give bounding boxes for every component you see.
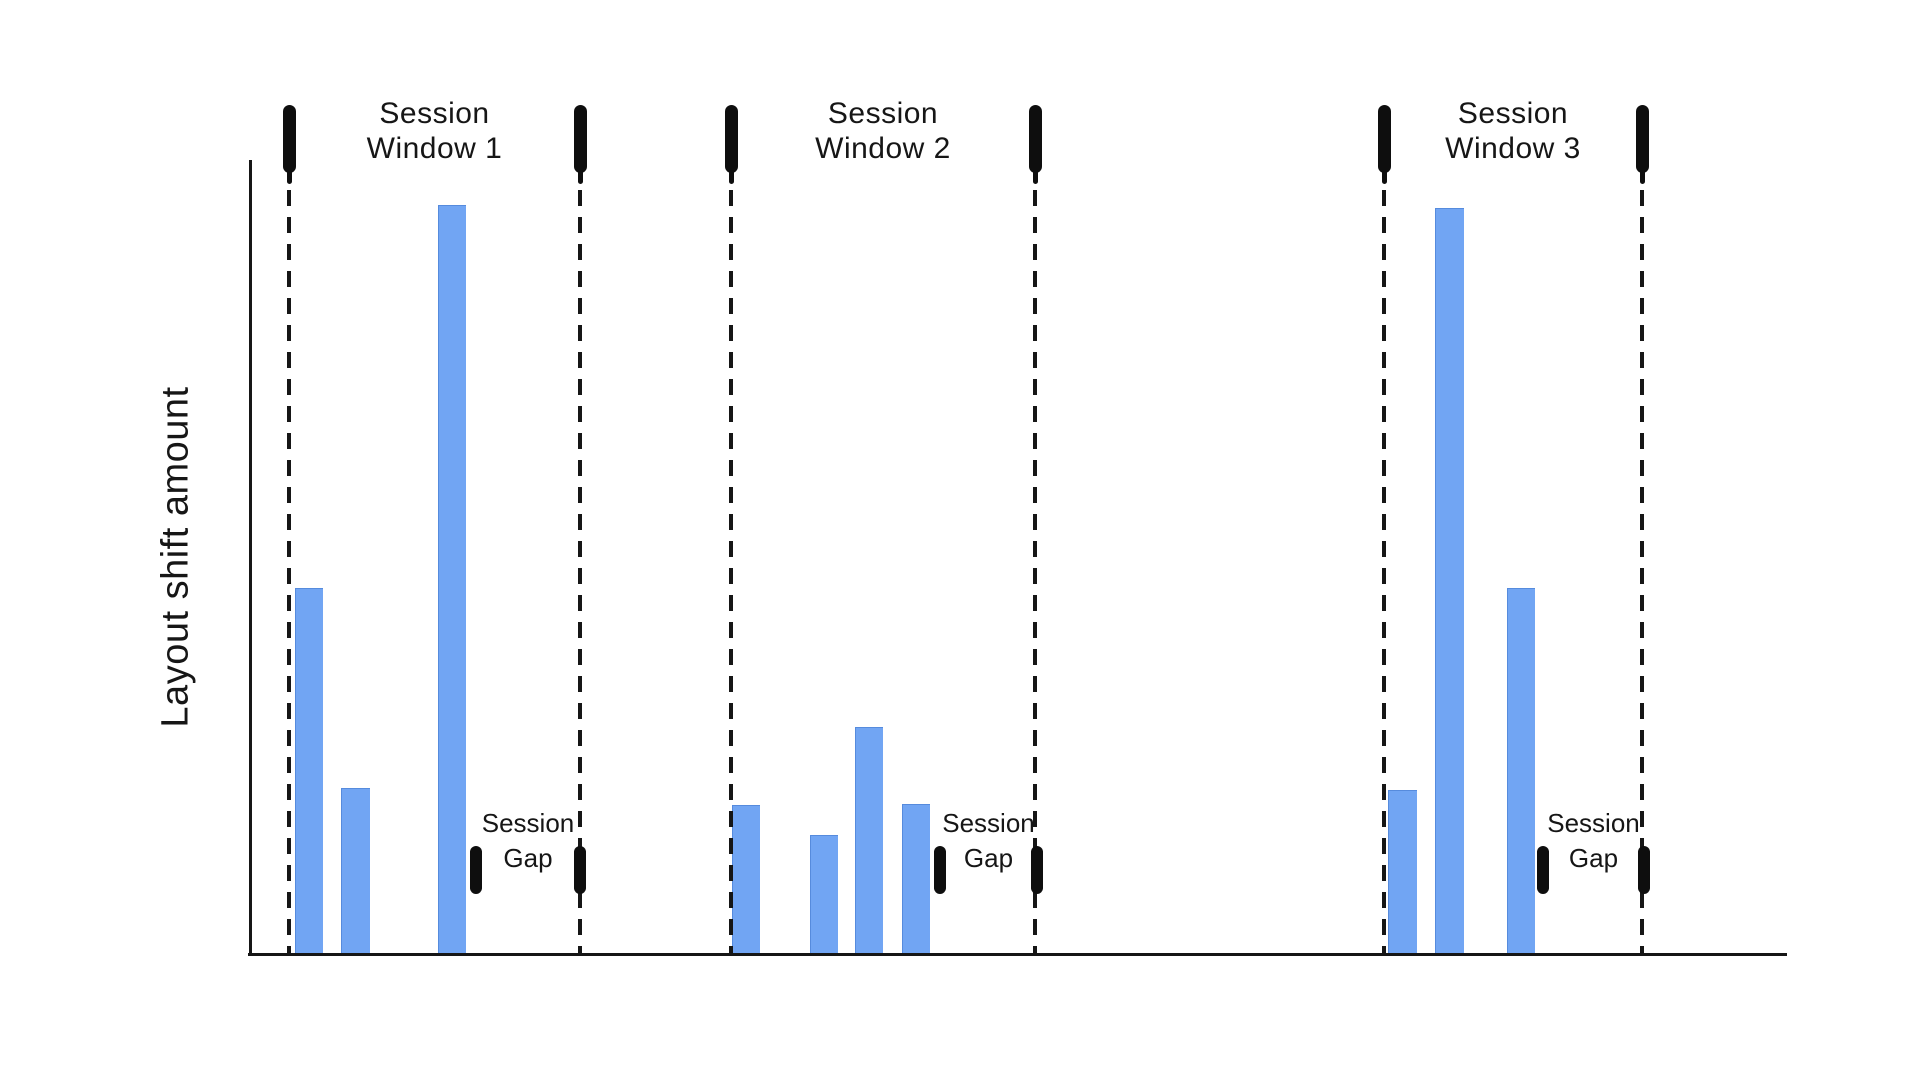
session-window-1-label: Session Window 1 — [367, 96, 503, 166]
session-gap-1-end-cap-icon — [574, 846, 586, 894]
session-gap-label-line: Session — [1547, 808, 1640, 838]
session-gap-label-line: Gap — [503, 843, 553, 873]
layout-shift-bar — [732, 805, 760, 955]
window-3-close-boundary-line — [1640, 190, 1644, 956]
window-3-close-boundary-cap-icon — [1636, 105, 1649, 173]
window-1-open-boundary-cap-icon — [283, 105, 296, 173]
session-gap-3-end-cap-icon — [1638, 846, 1650, 894]
window-2-open-boundary-cap-icon — [725, 105, 738, 173]
session-gap-1-start-cap-icon — [470, 846, 482, 894]
window-1-close-boundary-line — [578, 190, 582, 956]
session-gap-1-label: Session Gap — [482, 806, 575, 876]
x-axis-line — [248, 953, 1787, 956]
window-2-close-boundary-cap-icon — [1029, 105, 1042, 173]
layout-shift-bar — [810, 835, 838, 955]
window-2-close-boundary-line — [1033, 190, 1037, 956]
window-label-line: Window 1 — [366, 132, 503, 165]
window-3-open-boundary-cap-icon — [1378, 105, 1391, 173]
layout-shift-bar — [1435, 208, 1464, 955]
layout-shift-bar — [855, 727, 883, 955]
session-gap-2-start-cap-icon — [934, 846, 946, 894]
window-label-line: Session — [827, 97, 939, 130]
window-label-line: Window 3 — [1445, 132, 1581, 165]
layout-shift-bar — [1388, 790, 1417, 955]
layout-shift-bar — [438, 205, 466, 955]
layout-shift-bar — [295, 588, 323, 955]
session-gap-label-line: Session — [481, 808, 575, 838]
window-label-line: Session — [1457, 97, 1569, 130]
layout-shift-bar — [902, 804, 930, 955]
window-2-open-boundary-cap-tail-icon — [729, 170, 734, 184]
y-axis-label: Layout shift amount — [154, 385, 197, 728]
session-gap-label-line: Gap — [1568, 843, 1619, 873]
window-1-close-boundary-cap-icon — [574, 105, 587, 173]
window-3-close-boundary-cap-tail-icon — [1640, 170, 1645, 184]
session-gap-3-label: Session Gap — [1547, 806, 1640, 876]
session-gap-label-line: Gap — [963, 843, 1014, 873]
session-window-2-label: Session Window 2 — [815, 96, 951, 166]
window-1-open-boundary-line — [287, 190, 291, 956]
layout-shift-bar — [341, 788, 370, 955]
session-gap-2-label: Session Gap — [942, 806, 1035, 876]
y-axis-line — [249, 160, 252, 956]
window-label-line: Session — [379, 97, 490, 130]
window-3-open-boundary-cap-tail-icon — [1382, 170, 1387, 184]
layout-shift-bar — [1507, 588, 1535, 955]
session-gap-3-start-cap-icon — [1537, 846, 1549, 894]
window-1-open-boundary-cap-tail-icon — [287, 170, 292, 184]
session-gap-2-end-cap-icon — [1031, 846, 1043, 894]
window-1-close-boundary-cap-tail-icon — [578, 170, 583, 184]
window-3-open-boundary-line — [1382, 190, 1386, 956]
window-label-line: Window 2 — [815, 132, 951, 165]
session-gap-label-line: Session — [942, 808, 1035, 838]
window-2-close-boundary-cap-tail-icon — [1033, 170, 1038, 184]
window-2-open-boundary-line — [729, 190, 733, 956]
session-window-3-label: Session Window 3 — [1445, 96, 1581, 166]
